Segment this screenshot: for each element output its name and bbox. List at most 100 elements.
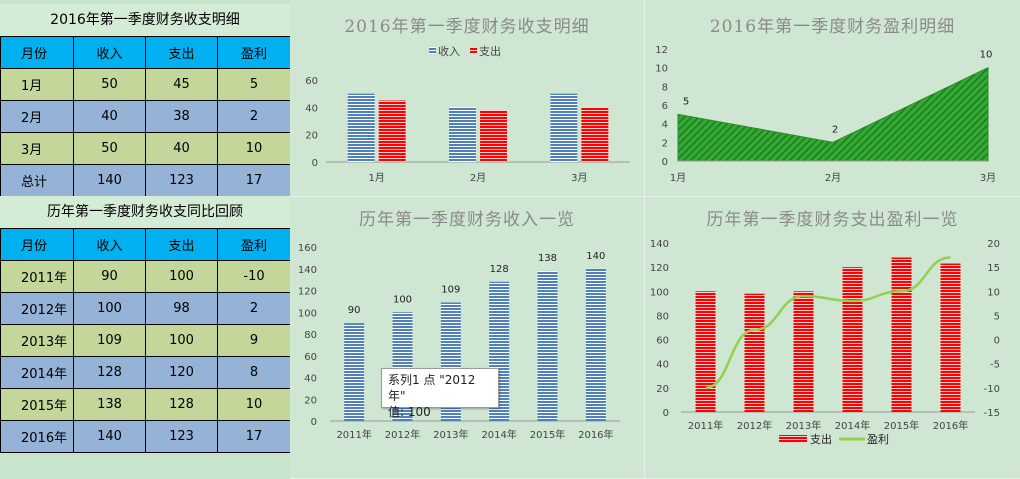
table-cell[interactable]: 40	[73, 100, 146, 133]
table-cell[interactable]: 2013年	[0, 324, 74, 357]
y-tick-label: 0	[662, 157, 668, 168]
table-cell[interactable]: 总计	[0, 164, 74, 197]
y-tick-label: 12	[655, 45, 668, 56]
table-cell[interactable]: 120	[145, 356, 218, 389]
table-cell[interactable]: 123	[145, 420, 218, 453]
table-cell[interactable]: 10	[217, 132, 291, 165]
income-bar	[537, 270, 558, 421]
table-cell[interactable]: 90	[73, 260, 146, 293]
table-cell[interactable]: 109	[73, 324, 146, 357]
x-tick-label: 3月	[571, 172, 587, 184]
y2-tick-label: -10	[984, 384, 1000, 395]
table-cell[interactable]: 2016年	[0, 420, 74, 453]
x-tick-label: 1月	[670, 172, 686, 184]
expense-bar	[480, 110, 507, 162]
x-tick-label: 2012年	[737, 419, 772, 432]
chart4-svg: 0 20 40 60 80 100 120 140 -15 -10 -5 0 5 10 15 20 2011年 2…	[650, 239, 1000, 446]
expense-bar	[581, 107, 609, 162]
y2-tick-label: 20	[987, 239, 1000, 250]
table-cell[interactable]: 2011年	[0, 260, 74, 293]
chart-tooltip: 系列1 点 "2012年" 值: 100	[381, 368, 499, 419]
table-cell[interactable]: 100	[145, 260, 218, 293]
header-cell[interactable]: 盈利	[217, 228, 291, 261]
chart3-title: 历年第一季度财务收入一览	[359, 210, 575, 230]
y-tick-label: 10	[655, 64, 668, 75]
table-cell[interactable]: 138	[73, 388, 146, 421]
header-cell[interactable]: 支出	[145, 36, 218, 69]
table-cell[interactable]: 128	[145, 388, 218, 421]
y-tick-label: 60	[304, 352, 317, 363]
y2-tick-label: 15	[987, 263, 1000, 274]
y-tick-label: 100	[650, 287, 669, 298]
table-cell[interactable]: 100	[145, 324, 218, 357]
table-cell[interactable]: 3月	[0, 132, 74, 165]
table-cell[interactable]: 128	[73, 356, 146, 389]
x-tick-label: 2014年	[835, 419, 870, 432]
chart1-panel[interactable]: 2016年第一季度财务收支明细 收入 支出 0 20 40 60 1月 2月 3月	[290, 0, 645, 197]
chart3-panel[interactable]: 历年第一季度财务收入一览 0 20 40 60 80 100 120 140 160 90 2011…	[290, 197, 645, 479]
profit-line	[705, 256, 951, 390]
data-label: 140	[586, 251, 605, 262]
table-cell[interactable]: 2015年	[0, 388, 74, 421]
table-row: 2012年 100 98 2	[0, 292, 291, 325]
chart4-panel[interactable]: 历年第一季度财务支出盈利一览 0 20 40 60 80 100 120 140 -15 -10-…	[645, 197, 1020, 479]
y2-tick-label: 5	[994, 311, 1000, 322]
data-label: 100	[393, 294, 412, 305]
x-tick-label: 2014年	[481, 428, 516, 441]
chart2-svg: 0 2 4 6 8 10 12 1月 2月 3月 5 2 10	[655, 45, 996, 184]
table-cell[interactable]: 45	[145, 68, 218, 101]
x-tick-label: 2016年	[578, 428, 613, 441]
table-cell[interactable]: 38	[145, 100, 218, 133]
y-tick-label: 160	[298, 243, 317, 254]
legend-expense-label: 支出	[479, 44, 501, 58]
chart2-panel[interactable]: 2016年第一季度财务盈利明细 0 2 4 6 8 10 12 1月 2月 3月 5 2 10	[645, 0, 1020, 197]
expense-bar	[695, 291, 716, 412]
chart1-svg: 收入 支出 0 20 40 60 1月 2月 3月	[305, 44, 630, 184]
y-tick-label: 140	[298, 265, 317, 276]
x-tick-label: 2013年	[786, 419, 821, 432]
table-cell[interactable]: 140	[73, 164, 146, 197]
legend-expense-swatch	[470, 47, 477, 54]
header-cell[interactable]: 收入	[73, 228, 146, 261]
table-cell[interactable]: 2014年	[0, 356, 74, 389]
tooltip-line1: 系列1 点 "2012年"	[388, 373, 476, 403]
y-tick-label: 6	[662, 101, 668, 112]
table-cell[interactable]: 2012年	[0, 292, 74, 325]
y-tick-label: 40	[305, 103, 318, 114]
table-cell[interactable]: 9	[217, 324, 291, 357]
table-cell[interactable]: 2	[217, 100, 291, 133]
header-cell[interactable]: 盈利	[217, 36, 291, 69]
y-tick-label: 20	[656, 384, 669, 395]
table-cell[interactable]: 17	[217, 164, 291, 197]
table-cell[interactable]: 98	[145, 292, 218, 325]
header-cell[interactable]: 支出	[145, 228, 218, 261]
profit-area	[677, 66, 989, 162]
table-cell[interactable]: 8	[217, 356, 291, 389]
table-cell[interactable]: 17	[217, 420, 291, 453]
income-bar	[347, 93, 375, 162]
table-cell[interactable]: 40	[145, 132, 218, 165]
legend-income-swatch	[429, 47, 436, 54]
table-cell[interactable]: 100	[73, 292, 146, 325]
header-cell[interactable]: 月份	[0, 228, 74, 261]
legend-income-label: 收入	[438, 44, 460, 58]
header-cell[interactable]: 月份	[0, 36, 74, 69]
table-cell[interactable]: 10	[217, 388, 291, 421]
y-tick-label: 80	[304, 330, 317, 341]
table-cell[interactable]: 2月	[0, 100, 74, 133]
table-cell[interactable]: 5	[217, 68, 291, 101]
table-cell[interactable]: -10	[217, 260, 291, 293]
x-tick-label: 2011年	[688, 419, 723, 432]
table-row: 2015年 138 128 10	[0, 388, 291, 421]
header-cell[interactable]: 收入	[73, 36, 146, 69]
table-cell[interactable]: 1月	[0, 68, 74, 101]
y-tick-label: 4	[662, 120, 668, 131]
table-cell[interactable]: 50	[73, 132, 146, 165]
y-tick-label: 140	[650, 239, 669, 250]
data-label: 90	[348, 305, 361, 316]
x-tick-label: 2015年	[884, 419, 919, 432]
table-cell[interactable]: 2	[217, 292, 291, 325]
table-cell[interactable]: 140	[73, 420, 146, 453]
table-cell[interactable]: 123	[145, 164, 218, 197]
table-cell[interactable]: 50	[73, 68, 146, 101]
